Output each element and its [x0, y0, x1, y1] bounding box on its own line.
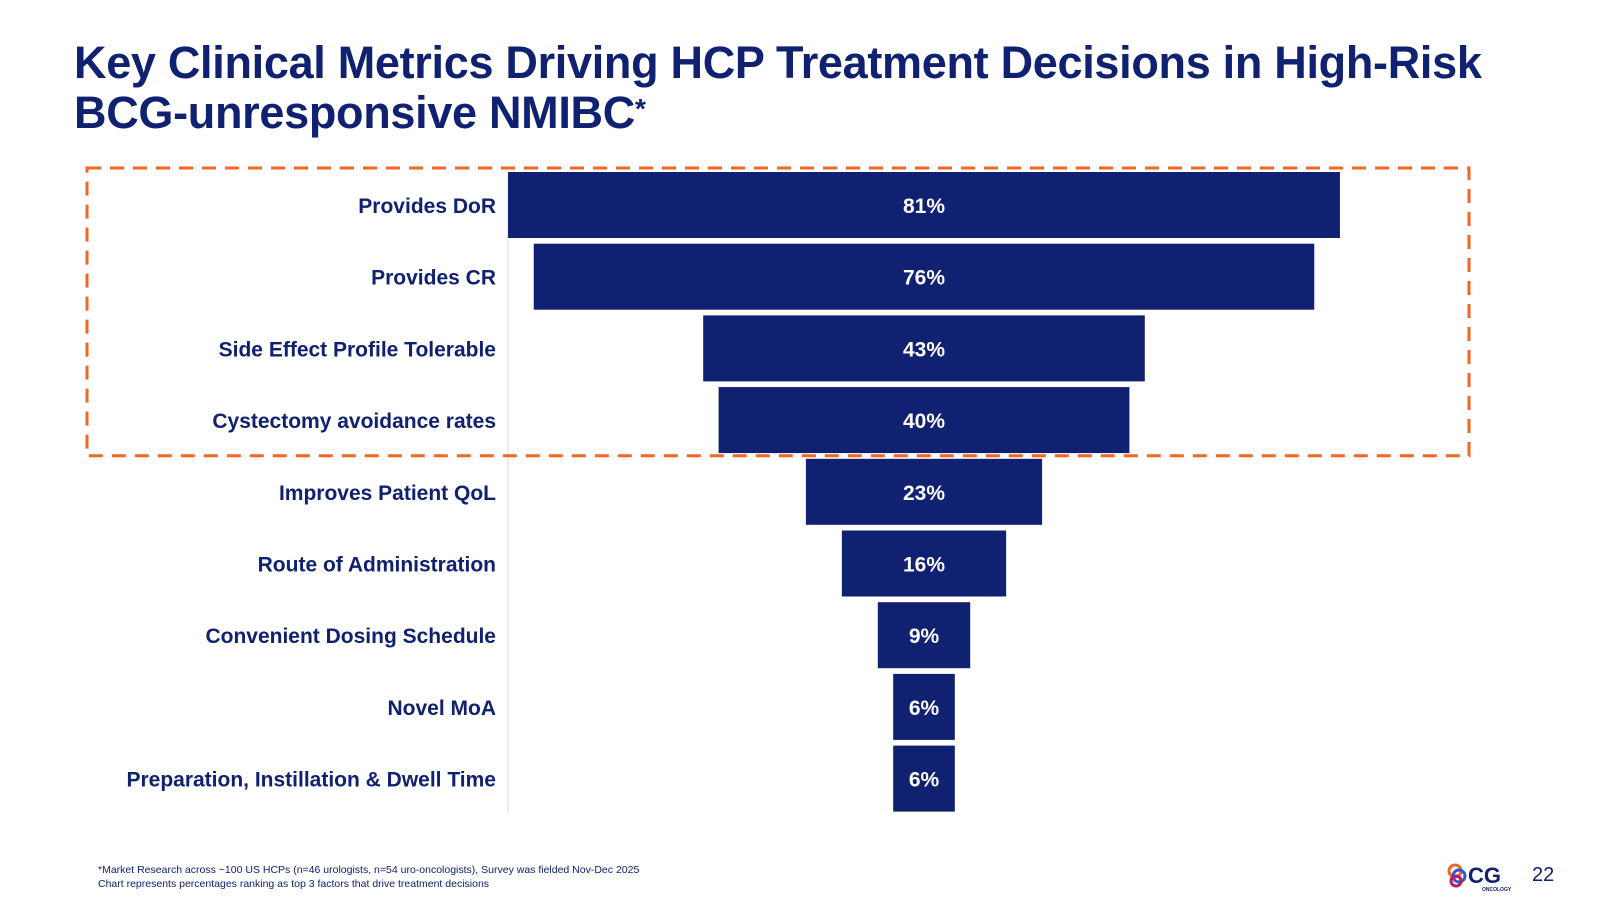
- bar-value-label: 6%: [909, 697, 940, 720]
- bar-value-label: 76%: [903, 267, 945, 290]
- title-footnote-marker: *: [634, 93, 646, 124]
- funnel-bar: [893, 673, 955, 740]
- bar-value-label: 23%: [903, 482, 945, 505]
- footnote: *Market Research across ~100 US HCPs (n=…: [98, 863, 639, 891]
- category-label: Cystectomy avoidance rates: [212, 410, 496, 433]
- funnel-bar: [703, 315, 1145, 382]
- bar-value-label: 43%: [903, 338, 945, 361]
- bar-value-label: 9%: [909, 625, 940, 648]
- logo-subtext: ONCOLOGY: [1482, 887, 1512, 893]
- footnote-line-2: Chart represents percentages ranking as …: [98, 878, 490, 890]
- category-label: Provides CR: [371, 267, 496, 290]
- highlight-box: [85, 166, 1471, 458]
- category-label: Improves Patient QoL: [279, 482, 496, 505]
- funnel-bar: [893, 745, 955, 812]
- bar-value-label: 40%: [903, 410, 945, 433]
- funnel-bar: [877, 602, 971, 669]
- category-label: Route of Administration: [258, 554, 496, 577]
- cg-oncology-logo: CG ONCOLOGY: [1447, 863, 1512, 893]
- logo-text: CG: [1468, 863, 1501, 888]
- bar-value-label: 16%: [903, 554, 945, 577]
- funnel-bar: [508, 172, 1340, 238]
- page-number: 22: [1532, 864, 1555, 886]
- category-label: Side Effect Profile Tolerable: [219, 338, 496, 361]
- bar-value-label: 6%: [909, 769, 940, 792]
- page-title: Key Clinical Metrics Driving HCP Treatme…: [74, 38, 1514, 138]
- category-label: Convenient Dosing Schedule: [205, 625, 496, 648]
- category-label: Preparation, Instillation & Dwell Time: [126, 769, 496, 792]
- funnel-bar: [533, 243, 1315, 310]
- bar-value-label: 81%: [903, 195, 945, 218]
- funnel-bar: [718, 387, 1130, 454]
- category-label: Provides DoR: [358, 195, 496, 218]
- footnote-line-1: *Market Research across ~100 US HCPs (n=…: [98, 864, 640, 876]
- funnel-bar: [841, 530, 1007, 597]
- title-text: Key Clinical Metrics Driving HCP Treatme…: [74, 37, 1482, 138]
- category-label: Novel MoA: [387, 697, 496, 720]
- funnel-bar: [805, 458, 1043, 525]
